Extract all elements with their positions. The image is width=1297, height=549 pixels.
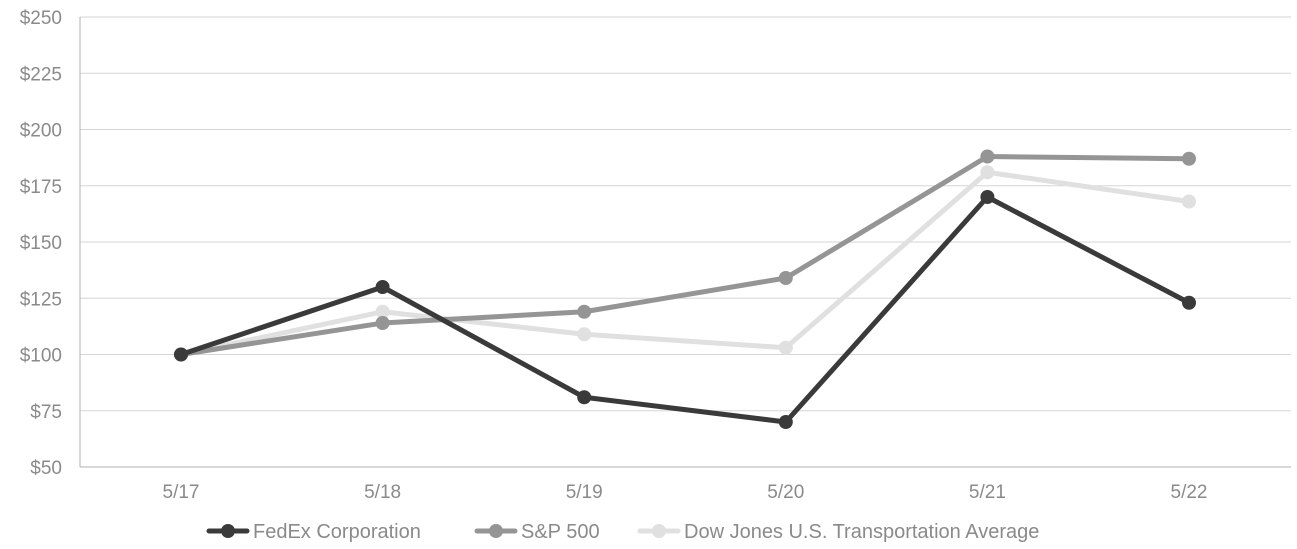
data-point xyxy=(980,165,995,180)
x-axis: 5/17 5/18 5/19 5/20 5/21 5/22 xyxy=(163,482,1208,503)
x-tick-label: 5/19 xyxy=(566,482,603,503)
x-tick-label: 5/21 xyxy=(969,482,1006,503)
y-tick-label: $200 xyxy=(20,121,62,142)
legend-label: Dow Jones U.S. Transportation Average xyxy=(684,521,1039,543)
data-point xyxy=(577,304,592,319)
data-point xyxy=(980,190,995,204)
y-tick-label: $75 xyxy=(30,402,62,423)
legend-swatch-marker xyxy=(221,524,235,538)
data-point xyxy=(577,327,592,342)
legend-label: FedEx Corporation xyxy=(253,521,421,543)
series-line xyxy=(178,169,1192,357)
data-point xyxy=(778,340,793,355)
data-point xyxy=(980,149,995,164)
data-point xyxy=(174,347,188,362)
x-tick-label: 5/17 xyxy=(163,482,200,503)
legend-swatch-marker xyxy=(489,524,503,538)
legend-item: Dow Jones U.S. Transportation Average xyxy=(637,521,1039,543)
data-point xyxy=(778,271,793,285)
data-point xyxy=(375,316,390,330)
y-tick-label: $150 xyxy=(20,233,62,254)
grid-lines xyxy=(80,16,1291,468)
series-line xyxy=(178,194,1192,425)
y-tick-label: $100 xyxy=(20,346,62,367)
y-tick-label: $175 xyxy=(20,177,62,198)
x-tick-label: 5/18 xyxy=(364,482,401,503)
series-0 xyxy=(174,190,1196,429)
data-point xyxy=(1182,295,1196,310)
data-point xyxy=(1182,151,1196,166)
series-group xyxy=(174,149,1196,429)
data-point xyxy=(577,390,592,405)
legend-item: FedEx Corporation xyxy=(206,521,421,543)
y-tick-label: $50 xyxy=(30,458,62,479)
data-point xyxy=(778,415,793,429)
x-tick-label: 5/20 xyxy=(767,482,804,503)
data-point xyxy=(375,304,390,319)
y-axis: $50 $75 $100 $125 $150 $175 $200 $225 $250 xyxy=(20,8,81,479)
legend-swatch-marker xyxy=(652,524,666,538)
y-tick-label: $225 xyxy=(20,64,62,85)
data-point xyxy=(1182,194,1196,209)
legend: FedEx Corporation S&P 500 Dow Jones U.S. T… xyxy=(206,521,1039,543)
legend-item: S&P 500 xyxy=(474,521,600,543)
legend-label: S&P 500 xyxy=(521,521,600,543)
x-tick-label: 5/22 xyxy=(1171,482,1208,503)
y-tick-label: $125 xyxy=(20,289,62,310)
y-tick-label: $250 xyxy=(20,8,62,29)
data-point xyxy=(375,280,390,294)
series-line xyxy=(178,154,1192,357)
